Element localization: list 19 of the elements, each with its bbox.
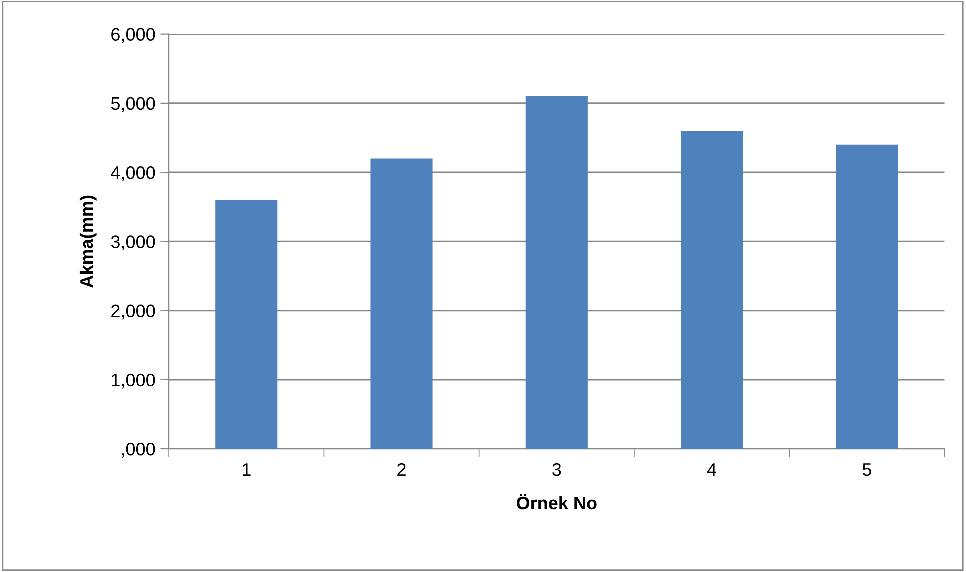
y-tick-label: 1,000: [112, 374, 156, 389]
x-tick-label: 5: [862, 464, 872, 476]
y-axis-title: Akma(mm): [80, 196, 97, 288]
y-tick-label: 6,000: [112, 28, 156, 44]
bar: [526, 96, 588, 450]
y-tick-label: 5,000: [111, 97, 156, 112]
y-tick-label: ,000: [122, 442, 156, 458]
y-tick-label: 3,000: [111, 236, 156, 251]
bar: [370, 158, 433, 450]
x-axis-title: Örnek No: [517, 494, 597, 510]
bar: [681, 131, 744, 450]
bar: [216, 200, 278, 450]
x-tick-label: 4: [707, 464, 717, 476]
x-tick-label: 3: [552, 463, 562, 476]
bar: [836, 144, 898, 450]
x-tick-label: 1: [242, 464, 251, 476]
y-tick-label: 4,000: [111, 166, 156, 182]
y-tick-label: 2,000: [112, 304, 156, 320]
x-tick-label: 2: [398, 463, 406, 476]
